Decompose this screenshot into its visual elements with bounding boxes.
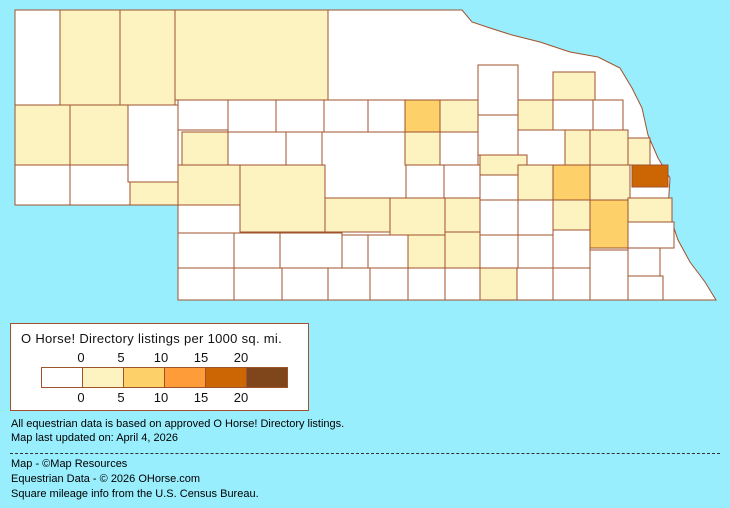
- legend-title: O Horse! Directory listings per 1000 sq.…: [21, 331, 283, 346]
- tick: 10: [153, 350, 169, 365]
- legend: O Horse! Directory listings per 1000 sq.…: [10, 323, 309, 411]
- tick: 20: [233, 350, 249, 365]
- data-credit: Equestrian Data - © 2026 OHorse.com: [11, 473, 201, 485]
- tick: 15: [193, 350, 209, 365]
- bin-3: [165, 368, 206, 387]
- bin-2: [124, 368, 165, 387]
- census-credit: Square mileage info from the U.S. Census…: [11, 488, 259, 500]
- tick: 10: [153, 390, 169, 405]
- bin-5: [247, 368, 287, 387]
- tick: 5: [117, 390, 125, 405]
- tick: 20: [233, 390, 249, 405]
- tick: 15: [193, 390, 209, 405]
- divider: [10, 453, 720, 454]
- tick: 5: [117, 350, 125, 365]
- legend-color-bar: [41, 367, 288, 388]
- updated-note: Map last updated on: April 4, 2026: [11, 432, 178, 444]
- nebraska-county-map: [14, 9, 717, 301]
- tick: 0: [77, 390, 85, 405]
- bin-0: [42, 368, 83, 387]
- bin-4: [206, 368, 247, 387]
- data-basis-note: All equestrian data is based on approved…: [11, 418, 345, 430]
- map-credit: Map - ©Map Resources: [11, 458, 128, 470]
- tick: 0: [77, 350, 85, 365]
- counties: [14, 9, 675, 301]
- bin-1: [83, 368, 124, 387]
